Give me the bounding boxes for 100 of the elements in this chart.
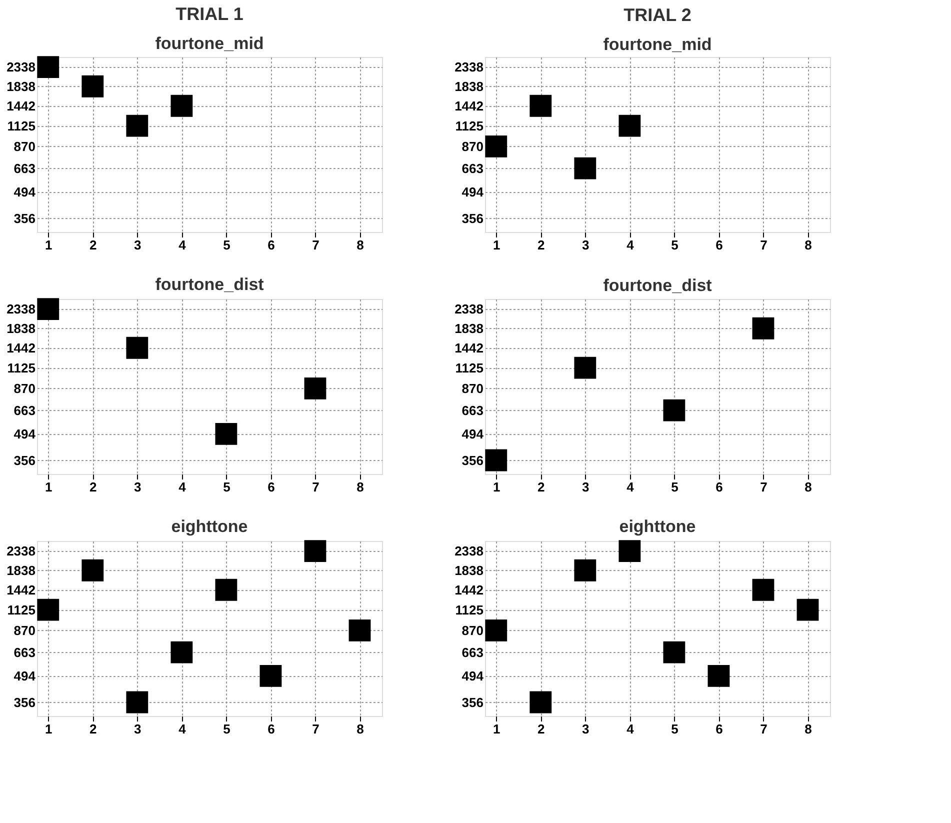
point (37, 598, 60, 621)
text: TRIAL 2 (624, 5, 692, 25)
y-tick-label: 356 (14, 452, 36, 468)
point (348, 620, 371, 642)
point (37, 56, 60, 78)
x-tick-label: 6 (268, 722, 275, 736)
y-tick-label: 1838 (6, 78, 36, 94)
x-tick-label: 7 (760, 238, 768, 252)
point (574, 559, 596, 582)
y-tick-label: 1838 (454, 78, 484, 94)
y-tick-label: 2338 (454, 302, 484, 317)
y-tick-label: 1442 (6, 340, 36, 356)
x-tick-label: 6 (716, 238, 723, 252)
point (485, 136, 508, 158)
y-tick-label: 1442 (454, 98, 484, 114)
x-tick-label: 8 (356, 722, 364, 736)
y-tick-label: 870 (462, 622, 484, 638)
x-tick-label: 2 (90, 480, 97, 494)
y-tick-label: 870 (14, 380, 36, 396)
point (215, 422, 238, 445)
y-tick-label: 356 (462, 452, 484, 468)
point (304, 378, 326, 400)
point (530, 691, 552, 714)
x-tick-label: 6 (268, 238, 275, 252)
y-tick-label: 1125 (455, 360, 484, 376)
x-tick-label: 4 (626, 480, 635, 494)
x-tick-label: 4 (626, 238, 635, 252)
point (126, 114, 148, 137)
chart-title: fourtone_mid (155, 34, 264, 54)
point (663, 399, 686, 422)
y-tick-label: 494 (14, 668, 36, 684)
y-tick-label: 870 (462, 380, 484, 396)
y-tick-label: 1125 (7, 118, 36, 134)
x-tick-label: 1 (45, 722, 52, 736)
x-tick-label: 5 (223, 238, 230, 252)
y-tick-label: 356 (462, 210, 484, 226)
x-tick-label: 4 (178, 480, 187, 494)
y-tick-label: 870 (14, 622, 36, 638)
x-tick-label: 7 (312, 722, 320, 736)
x-tick-label: 7 (312, 480, 320, 494)
y-tick-label: 663 (462, 644, 484, 660)
x-tick-label: 4 (626, 722, 635, 736)
y-tick-label: 494 (14, 184, 36, 200)
x-tick-label: 2 (538, 480, 545, 494)
x-tick-label: 5 (223, 722, 230, 736)
y-tick-label: 1838 (6, 562, 36, 578)
text: TRIAL 1 (176, 4, 244, 24)
point (796, 598, 819, 621)
y-tick-label: 1125 (7, 360, 36, 376)
y-tick-label: 1442 (454, 582, 484, 598)
chart-title: fourtone_dist (603, 276, 712, 295)
x-tick-label: 6 (716, 722, 723, 736)
x-tick-label: 8 (356, 480, 364, 494)
point (215, 578, 238, 601)
y-tick-label: 2338 (6, 60, 36, 75)
x-tick-label: 3 (582, 480, 590, 494)
y-tick-label: 356 (462, 694, 484, 710)
x-tick-label: 7 (760, 722, 768, 736)
x-tick-label: 6 (268, 480, 275, 494)
y-tick-label: 494 (462, 668, 484, 684)
x-tick-label: 8 (804, 238, 812, 252)
point (170, 641, 193, 664)
y-tick-label: 2338 (454, 60, 484, 75)
point (304, 540, 326, 562)
x-tick-label: 7 (760, 480, 768, 494)
point (618, 114, 641, 137)
y-tick-label: 1125 (455, 118, 484, 134)
y-tick-label: 663 (462, 160, 484, 176)
x-tick-label: 3 (582, 722, 590, 736)
x-tick-label: 7 (312, 238, 320, 252)
y-tick-label: 1838 (454, 562, 484, 578)
y-tick-label: 356 (14, 694, 36, 710)
y-tick-label: 2338 (454, 544, 484, 559)
x-tick-label: 5 (671, 722, 678, 736)
y-tick-label: 1838 (6, 320, 36, 336)
x-tick-label: 1 (45, 238, 52, 252)
y-tick-label: 494 (14, 426, 36, 442)
x-tick-label: 4 (178, 238, 187, 252)
x-tick-label: 2 (538, 722, 545, 736)
y-tick-label: 2338 (6, 302, 36, 317)
point (260, 664, 282, 687)
y-tick-label: 1838 (454, 320, 484, 336)
y-tick-label: 663 (14, 160, 36, 176)
x-tick-label: 3 (134, 238, 142, 252)
point (752, 317, 774, 340)
x-tick-label: 8 (356, 238, 364, 252)
x-tick-label: 3 (134, 722, 142, 736)
point (752, 578, 774, 601)
y-tick-label: 1125 (7, 602, 36, 618)
y-tick-label: 663 (14, 402, 36, 418)
point (618, 540, 641, 562)
x-tick-label: 4 (178, 722, 187, 736)
point (574, 157, 596, 180)
point (485, 620, 508, 642)
point (485, 449, 508, 472)
x-tick-label: 3 (582, 238, 590, 252)
y-tick-label: 870 (462, 138, 484, 154)
x-tick-label: 2 (538, 238, 545, 252)
y-tick-label: 494 (462, 426, 484, 442)
x-tick-label: 1 (493, 480, 500, 494)
